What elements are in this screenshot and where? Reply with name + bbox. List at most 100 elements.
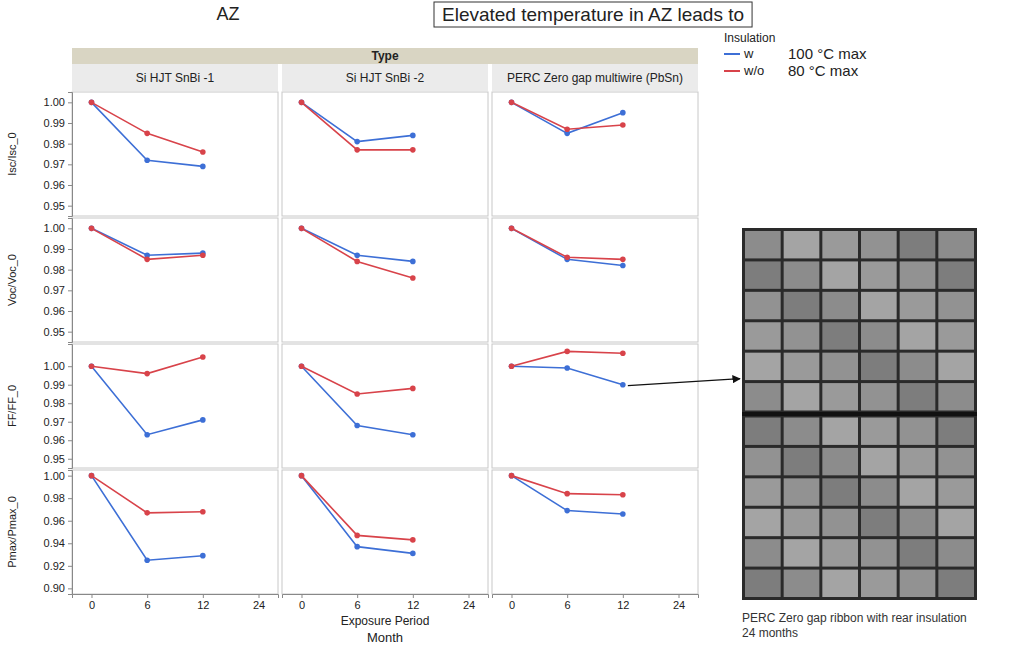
image-cell: [822, 322, 858, 349]
image-cell: [900, 570, 936, 597]
image-cell: [900, 231, 936, 258]
image-cell: [938, 539, 974, 566]
point: [509, 363, 515, 369]
point: [89, 363, 95, 369]
image-cell: [938, 570, 974, 597]
x-axis-subtitle: Month: [367, 630, 403, 645]
image-cell: [900, 418, 936, 445]
series-line: [511, 366, 622, 385]
tick: 0: [89, 594, 95, 611]
series-line: [511, 102, 622, 133]
tick-mark: [68, 521, 72, 522]
image-cell: [822, 292, 858, 319]
axis-line: [68, 93, 73, 217]
image-cell: [822, 418, 858, 445]
image-cell: [784, 539, 820, 566]
tick-label: 0.96: [44, 305, 65, 317]
point: [620, 110, 626, 116]
series-line: [301, 228, 412, 261]
point: [299, 473, 305, 479]
image-cell: [784, 353, 820, 380]
point: [200, 164, 206, 170]
image-cell: [822, 478, 858, 505]
point: [89, 100, 95, 106]
point: [509, 226, 515, 232]
image-cell: [784, 383, 820, 410]
tick-mark: [68, 476, 72, 477]
tick-mark: [91, 594, 92, 598]
legend: Insulationw100 °C maxw/o80 °C max: [724, 31, 867, 79]
tick-mark: [68, 498, 72, 499]
tick-mark: [469, 594, 470, 598]
tick: 6: [145, 594, 151, 611]
tick-mark: [511, 594, 512, 598]
image-cell: [784, 292, 820, 319]
series-line: [91, 476, 202, 513]
image-cell: [784, 570, 820, 597]
image-cell: [861, 261, 897, 288]
point: [200, 417, 206, 423]
image-cell: [861, 478, 897, 505]
tick: 0.98: [44, 138, 72, 150]
point: [354, 252, 360, 258]
x-axis: 061224: [283, 594, 489, 611]
panel-frame: [72, 218, 278, 342]
image-cell: [938, 509, 974, 536]
tick: 0.99: [44, 379, 72, 391]
y-axis-title: Isc/Isc_0: [6, 132, 18, 175]
tick-label: 0.96: [44, 434, 65, 446]
tick-mark: [68, 206, 72, 207]
tick-mark: [147, 594, 148, 598]
point: [299, 473, 305, 479]
y-axis-title: FF/FF_0: [6, 385, 18, 427]
image-cell: [938, 322, 974, 349]
series-line: [301, 476, 412, 540]
tick-label: 6: [145, 599, 151, 611]
tick: 0: [299, 594, 305, 611]
tick-label: 0.96: [44, 179, 65, 191]
point: [410, 432, 416, 438]
column-band: [282, 64, 488, 91]
image-cell: [861, 570, 897, 597]
tick-mark: [623, 594, 624, 598]
tick-label: 0.96: [44, 515, 65, 527]
tick: 0.97: [44, 158, 72, 170]
image-cell: [822, 353, 858, 380]
tick: 0: [509, 594, 515, 611]
image-cell: [745, 292, 781, 319]
series-line: [301, 476, 412, 554]
tick-mark: [68, 185, 72, 186]
image-cell: [900, 448, 936, 475]
series-line: [91, 476, 202, 561]
image-cell: [938, 353, 974, 380]
point: [620, 263, 626, 269]
tick-label: 1.00: [44, 222, 65, 234]
image-cell: [784, 231, 820, 258]
point: [144, 432, 150, 438]
tick-mark: [68, 366, 72, 367]
tick: 24: [253, 594, 265, 611]
y-axis: 1.000.990.980.970.960.95: [44, 219, 73, 343]
point: [509, 363, 515, 369]
point: [89, 226, 95, 232]
tick-mark: [68, 403, 72, 404]
plot-area: [89, 473, 206, 563]
image-cell: [784, 322, 820, 349]
point: [299, 100, 305, 106]
text-line: PERC Zero gap ribbon with rear insulatio…: [742, 611, 967, 625]
point: [299, 363, 305, 369]
tick: 24: [673, 594, 685, 611]
tick: 1.00: [44, 222, 72, 234]
tick-label: 0.98: [44, 397, 65, 409]
tick-mark: [68, 290, 72, 291]
image-cell: [822, 231, 858, 258]
point: [410, 133, 416, 139]
image-cell: [822, 539, 858, 566]
tick-label: 12: [197, 599, 209, 611]
image-split: [742, 412, 977, 416]
el-image: [742, 228, 977, 600]
tick-mark: [68, 385, 72, 386]
image-cell: [784, 261, 820, 288]
tick-mark: [68, 459, 72, 460]
point: [144, 510, 150, 516]
